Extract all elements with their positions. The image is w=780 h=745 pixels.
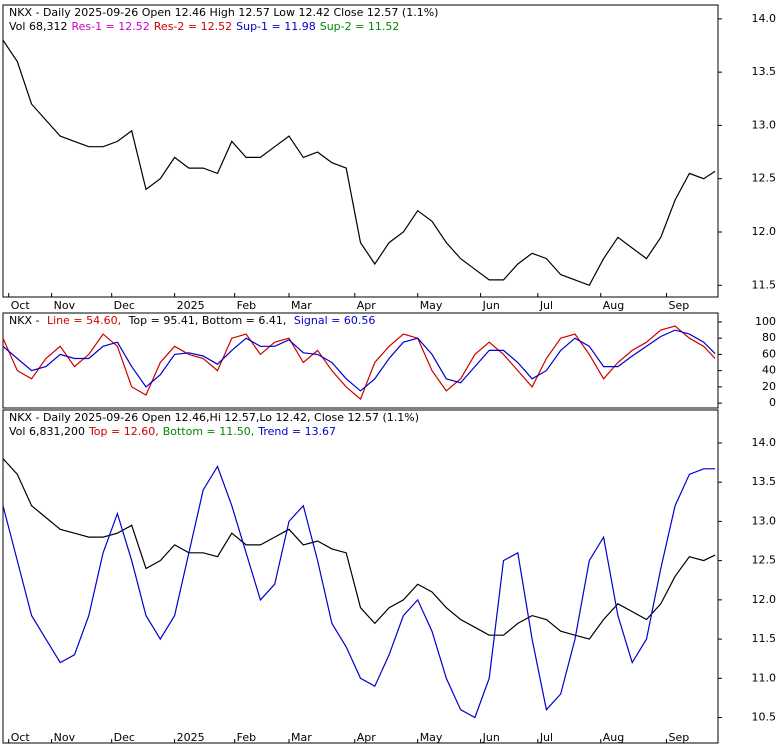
x-tick-label: Oct xyxy=(11,299,31,312)
header-text: NKX - Daily 2025-09-26 Open 12.46,Hi 12.… xyxy=(9,411,419,424)
x-tick-label: Dec xyxy=(114,731,135,744)
y-tick-label: 14.0 xyxy=(752,12,777,25)
x-tick-label: May xyxy=(420,731,443,744)
x-tick-label: Jun xyxy=(482,299,500,312)
series-line xyxy=(2,39,716,287)
panel-frame xyxy=(2,409,719,744)
header-part: Sup-1 = 11.98 xyxy=(236,20,316,33)
y-tick-label: 11.5 xyxy=(752,632,777,645)
panel-frame xyxy=(2,312,719,409)
x-tick-label: Feb xyxy=(237,299,256,312)
header-text: NKX - Line = 54.60, Top = 95.41, Bottom … xyxy=(9,314,375,327)
y-tick-label: 80 xyxy=(762,331,776,344)
y-tick-label: 60 xyxy=(762,347,776,360)
header-part: Vol 68,312 xyxy=(9,20,67,33)
series-line xyxy=(2,325,716,401)
y-tick-label: 100 xyxy=(755,315,776,328)
header-part: NKX - xyxy=(9,314,43,327)
y-tick-label: 14.0 xyxy=(752,436,777,449)
y-tick-label: 0 xyxy=(769,396,776,409)
x-tick-label: Dec xyxy=(114,299,135,312)
series-line xyxy=(2,465,716,719)
header-part: Top = 12.60, xyxy=(88,425,159,438)
x-tick-label: Nov xyxy=(54,299,76,312)
y-tick-label: 13.0 xyxy=(752,118,777,131)
series-line xyxy=(2,329,716,392)
header-text: Vol 68,312 Res-1 = 12.52 Res-2 = 12.52 Sup-… xyxy=(9,20,399,33)
y-tick-label: 12.5 xyxy=(752,172,777,185)
header-text: NKX - Daily 2025-09-26 Open 12.46 High 1… xyxy=(9,6,438,19)
header-part: NKX - Daily 2025-09-26 Open 12.46,Hi 12.… xyxy=(9,411,419,424)
y-tick-label: 10.5 xyxy=(752,711,777,724)
x-tick-label: Jul xyxy=(539,731,553,744)
header-text: Vol 6,831,200 Top = 12.60, Bottom = 11.50,… xyxy=(9,425,336,438)
x-tick-label: Aug xyxy=(603,299,624,312)
header-part: Res-1 = 12.52 xyxy=(71,20,149,33)
header-part: Vol 6,831,200 xyxy=(9,425,85,438)
y-tick-label: 12.0 xyxy=(752,225,777,238)
x-tick-label: Feb xyxy=(237,731,256,744)
x-tick-label: Nov xyxy=(54,731,76,744)
header-part: Bottom = 11.50, xyxy=(163,425,255,438)
y-tick-label: 11.5 xyxy=(752,278,777,291)
header-part: Res-2 = 12.52 xyxy=(154,20,232,33)
y-tick-label: 12.5 xyxy=(752,554,777,567)
header-part: NKX - Daily 2025-09-26 Open 12.46 High 1… xyxy=(9,6,438,19)
y-tick-label: 12.0 xyxy=(752,593,777,606)
y-tick-label: 13.0 xyxy=(752,514,777,527)
x-tick-label: Aug xyxy=(603,731,624,744)
panel-frame xyxy=(2,4,719,298)
header-part: Top = 95.41, Bottom = 6.41, xyxy=(125,314,290,327)
x-tick-label: Sep xyxy=(669,299,690,312)
x-tick-label: Sep xyxy=(669,731,690,744)
header-part: Line = 54.60, xyxy=(47,314,121,327)
x-tick-label: Apr xyxy=(357,299,377,312)
y-tick-label: 11.0 xyxy=(752,671,777,684)
x-tick-label: 2025 xyxy=(177,731,205,744)
y-tick-label: 13.5 xyxy=(752,475,777,488)
x-tick-label: Apr xyxy=(357,731,377,744)
x-tick-label: Mar xyxy=(291,299,312,312)
x-tick-label: 2025 xyxy=(177,299,205,312)
y-tick-label: 13.5 xyxy=(752,65,777,78)
x-tick-label: Jul xyxy=(539,299,553,312)
y-tick-label: 20 xyxy=(762,380,776,393)
x-tick-label: May xyxy=(420,299,443,312)
x-tick-label: Jun xyxy=(482,731,500,744)
y-tick-label: 40 xyxy=(762,364,776,377)
header-part: Trend = 13.67 xyxy=(257,425,336,438)
header-part: Sup-2 = 11.52 xyxy=(320,20,400,33)
x-tick-label: Mar xyxy=(291,731,312,744)
header-part: Signal = 60.56 xyxy=(294,314,376,327)
x-tick-label: Oct xyxy=(11,731,31,744)
